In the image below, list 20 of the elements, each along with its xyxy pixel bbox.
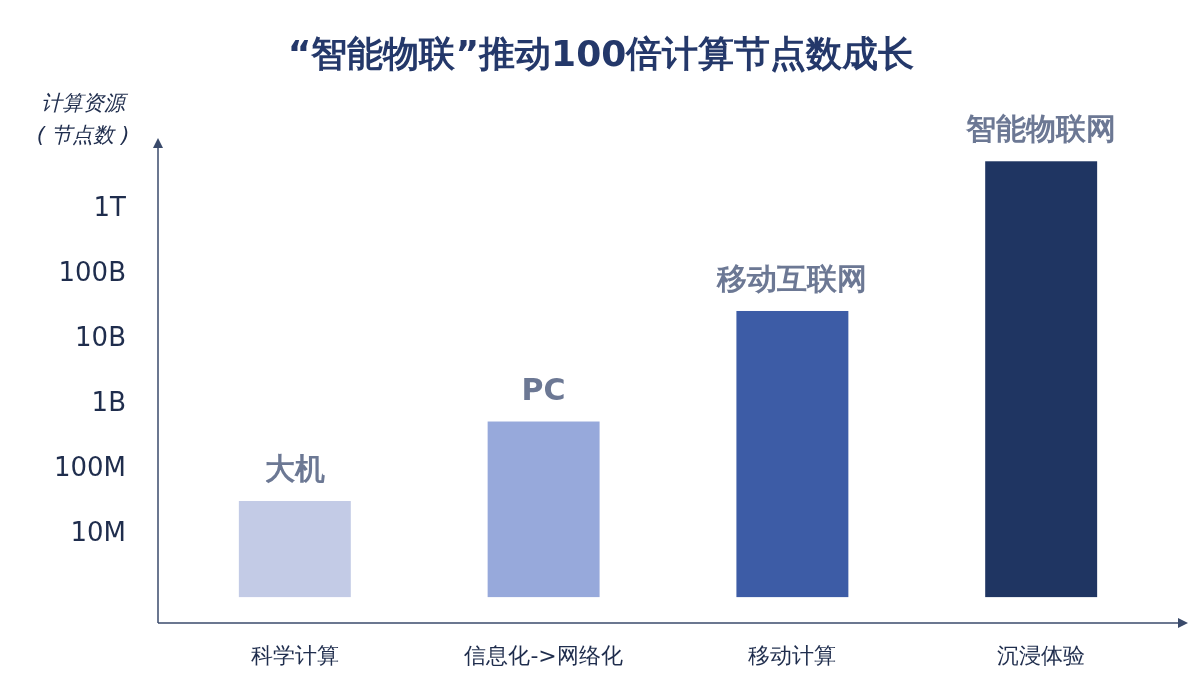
y-tick-label: 1T — [93, 191, 127, 222]
bar — [238, 501, 351, 598]
y-tick-label: 100M — [53, 451, 126, 482]
x-tick-label: 信息化->网络化 — [464, 643, 623, 668]
y-tick-label: 1B — [91, 386, 126, 417]
x-tick-label: 科学计算 — [250, 643, 339, 668]
y-tick-label: 100B — [58, 256, 126, 287]
annotation: 移动互联网 — [716, 260, 868, 296]
annotation: PC — [521, 371, 566, 407]
y-axis-title: 计算资源 ( 节点数 ) — [36, 91, 130, 147]
y-tick-label: 10B — [75, 321, 126, 352]
y-tick-label: 10M — [70, 517, 126, 548]
bar — [487, 421, 600, 598]
bar — [985, 161, 1098, 598]
x-tick-label: 沉浸体验 — [997, 643, 1086, 668]
bar — [736, 310, 849, 598]
chart-title: “智能物联”推动100倍计算节点数成长 — [287, 33, 915, 74]
annotation: 大机 — [264, 451, 325, 487]
annotation: 智能物联网 — [965, 111, 1117, 147]
x-tick-label: 移动计算 — [748, 643, 837, 668]
